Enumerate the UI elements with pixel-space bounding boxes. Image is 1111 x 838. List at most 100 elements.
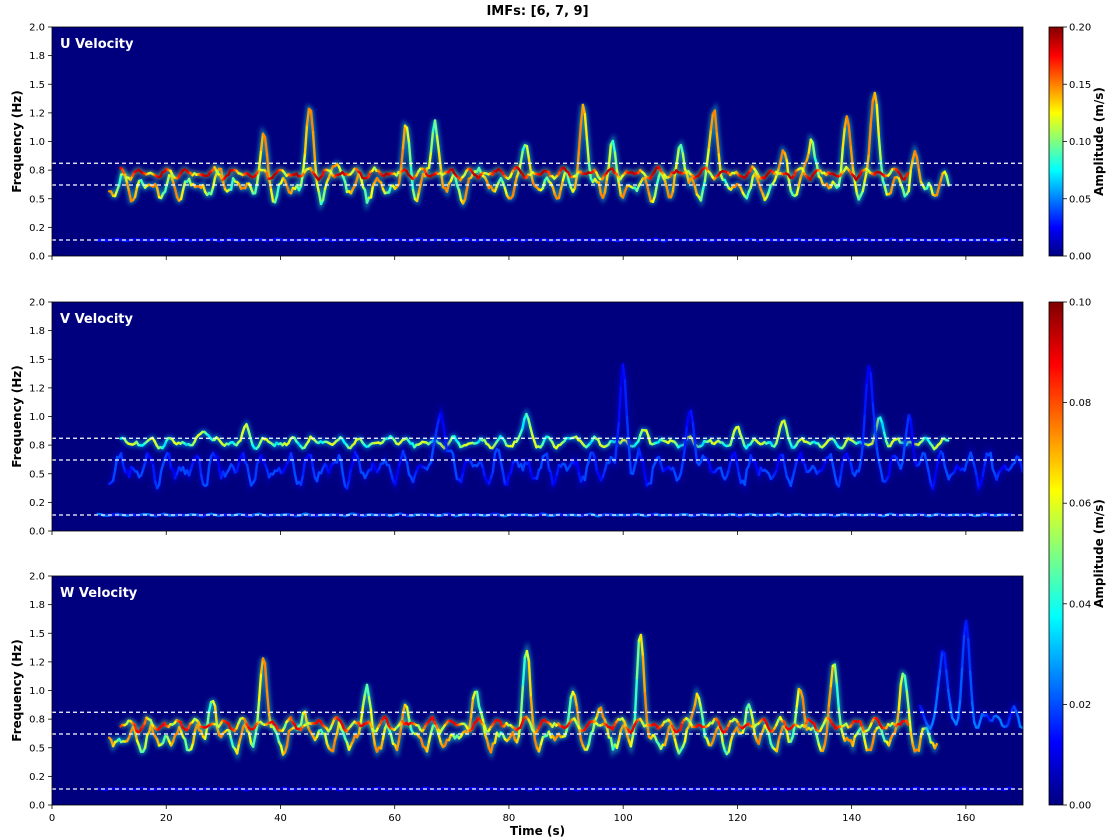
- ridge-segment: [299, 473, 305, 486]
- ridge-segment: [111, 468, 117, 482]
- ridge-segment: [527, 460, 533, 475]
- ridge-segment: [665, 726, 671, 739]
- ridge-segment: [537, 743, 543, 753]
- ridge-segment: [457, 188, 463, 201]
- ridge-segment: [539, 735, 545, 746]
- x-tick-label: 0: [49, 813, 55, 824]
- panel-2: 0.0 0.2 0.5 0.8 1.0 1.2 1.5 1.8 2.0 0 20 40 60 80 100 1…: [10, 572, 1024, 838]
- ridge-segment: [527, 660, 533, 699]
- ridge-segment: [901, 443, 906, 463]
- y-tick-label: 1.8: [29, 326, 45, 337]
- plot-content: [96, 363, 1023, 519]
- ridge-segment: [691, 421, 697, 445]
- ridge-segment: [831, 463, 836, 476]
- ridge-segment: [387, 464, 393, 475]
- ridge-segment: [869, 741, 874, 752]
- ridge-segment: [505, 473, 511, 486]
- ridge-segment: [463, 187, 469, 201]
- ridge-segment: [479, 711, 485, 721]
- ridge-segment: [215, 454, 221, 470]
- ridge-segment: [967, 637, 972, 673]
- ridge-segment: [731, 429, 736, 440]
- ridge-segment: [945, 669, 950, 692]
- ridge-segment: [481, 467, 487, 479]
- ridge-segment: [689, 409, 695, 424]
- ridge-segment: [321, 187, 327, 202]
- ridge-segment: [291, 460, 297, 476]
- ridge-segment: [309, 109, 315, 134]
- ridge-segment: [655, 175, 661, 187]
- ridge-segment: [603, 461, 609, 472]
- ridge-segment: [835, 682, 840, 710]
- ridge-segment: [521, 656, 527, 687]
- ridge-segment: [439, 411, 445, 424]
- panel-label: V Velocity: [60, 312, 134, 327]
- ridge-segment: [883, 431, 888, 443]
- ridge-segment: [367, 696, 373, 712]
- ridge-segment: [933, 466, 938, 481]
- x-tick-label: 40: [274, 813, 287, 824]
- ridge-segment: [707, 128, 713, 150]
- ridge-segment: [743, 468, 748, 486]
- ridge-segment: [841, 125, 846, 149]
- ridge-segment: [653, 183, 659, 198]
- ridge-segment: [699, 706, 705, 722]
- ridge-segment: [113, 455, 119, 472]
- ridge-segment: [697, 696, 703, 709]
- ridge-segment: [979, 474, 984, 486]
- ridge-segment: [645, 183, 651, 195]
- ridge-segment: [963, 461, 968, 472]
- ridge-segment: [935, 186, 940, 197]
- ridge-segment: [875, 447, 880, 463]
- ridge-segment: [833, 473, 838, 485]
- ridge-segment: [707, 460, 713, 473]
- ridge-segment: [257, 148, 263, 170]
- ridge-segment: [861, 179, 866, 193]
- ridge-segment: [863, 381, 868, 416]
- ridge-segment: [247, 474, 253, 487]
- panel-label: U Velocity: [60, 37, 134, 52]
- ridge-segment: [395, 738, 401, 752]
- ridge-segment: [877, 134, 882, 162]
- ridge-segment: [401, 124, 407, 150]
- ridge-segment: [529, 696, 535, 724]
- ridge-segment: [251, 735, 257, 748]
- ridge-segment: [427, 150, 433, 170]
- ridge-segment: [235, 460, 241, 473]
- ridge-segment: [683, 424, 689, 449]
- ridge-segment: [767, 732, 772, 745]
- ridge-segment: [207, 455, 213, 468]
- colorbar-tick-label: 0.04: [1069, 599, 1091, 610]
- ridge-segment: [827, 685, 832, 708]
- ridge-segment: [733, 451, 738, 464]
- ridge-segment: [743, 706, 748, 726]
- y-tick-label: 0.2: [29, 498, 45, 509]
- ridge-segment: [341, 474, 347, 488]
- ridge-segment: [607, 143, 613, 167]
- ridge-segment: [393, 474, 399, 486]
- colorbar-tick-label: 0.00: [1069, 252, 1091, 263]
- ridge-segment: [577, 123, 583, 153]
- ridge-segment: [503, 186, 509, 197]
- ridge-segment: [361, 692, 367, 708]
- ridge-segment: [785, 730, 790, 743]
- ridge-segment: [847, 124, 852, 148]
- ridge-segment: [127, 465, 133, 479]
- ridge-segment: [971, 458, 976, 469]
- ridge-segment: [643, 473, 649, 487]
- ridge-segment: [925, 462, 930, 474]
- ridge-segment: [933, 742, 938, 750]
- ridge-segment: [593, 456, 599, 473]
- ridge-segment: [433, 119, 439, 138]
- ridge-segment: [693, 441, 699, 464]
- ridge-segment: [119, 452, 125, 466]
- ridge-segment: [649, 466, 655, 485]
- ridge-segment: [311, 467, 317, 480]
- ridge-segment: [961, 632, 966, 669]
- ridge-segment: [603, 178, 609, 194]
- ridge-segment: [441, 421, 447, 438]
- ridge-segment: [545, 452, 551, 470]
- ridge-segment: [839, 146, 844, 175]
- ridge-segment: [789, 476, 794, 487]
- ridge-segment: [501, 470, 507, 485]
